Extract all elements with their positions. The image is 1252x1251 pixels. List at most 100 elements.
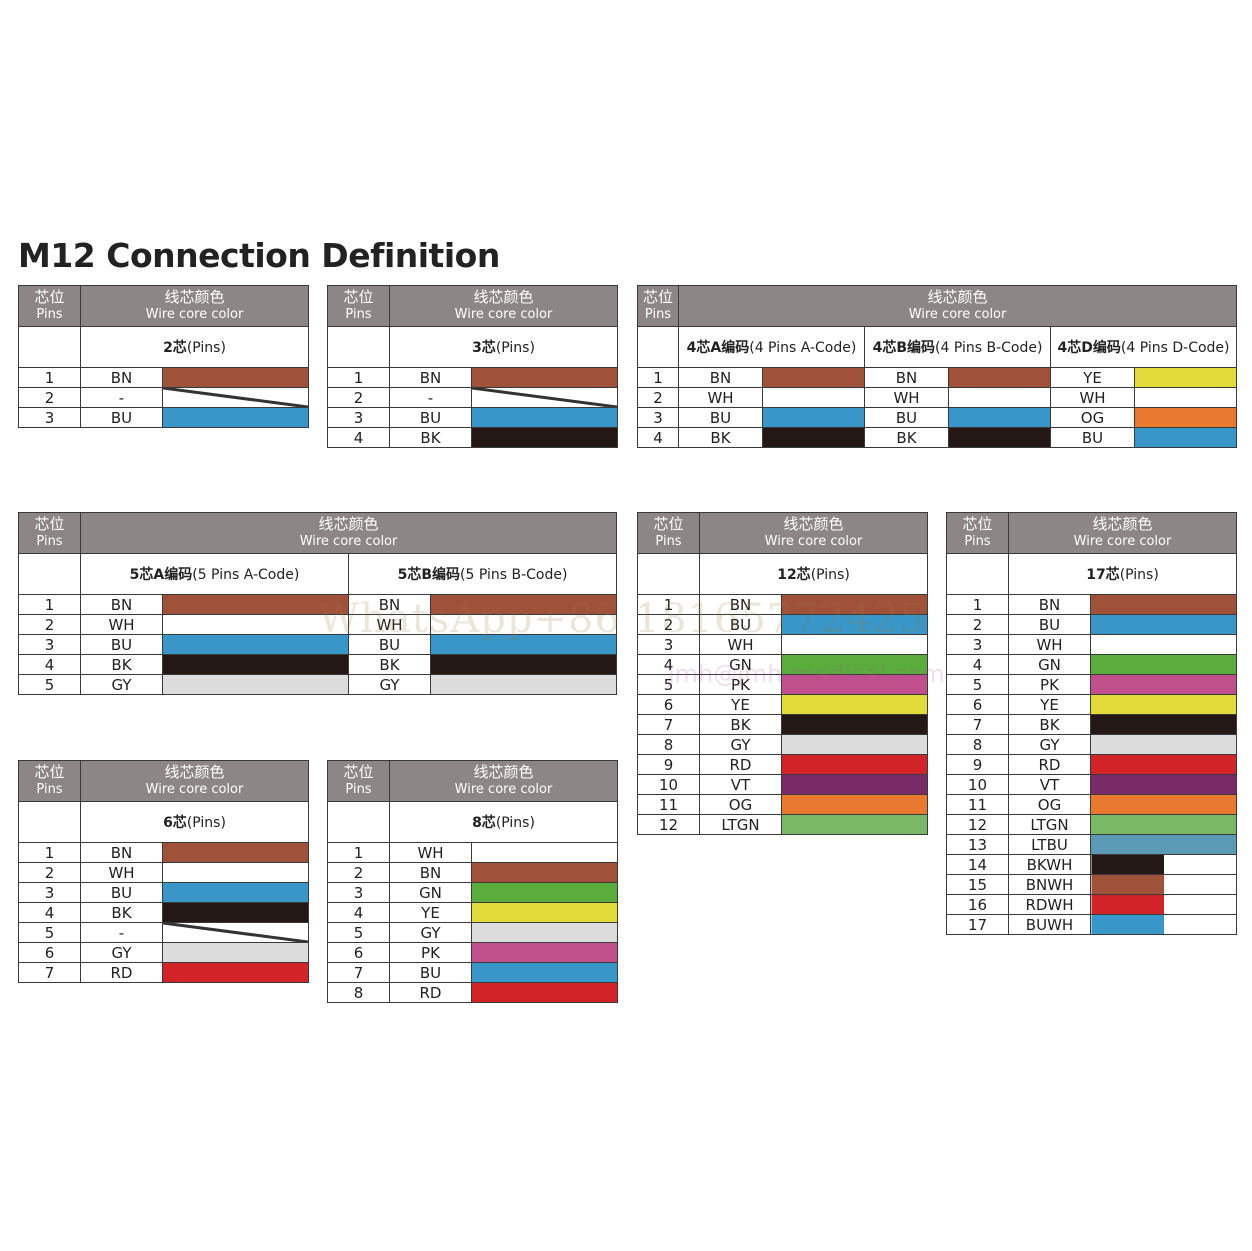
pin-row: 8 GY <box>946 734 1238 755</box>
wire-code: GY <box>348 674 431 695</box>
color-swatch <box>780 634 929 655</box>
wire-color-header-cn: 线芯颜色 <box>1092 515 1153 533</box>
pin-row: 1 BN BN <box>18 594 618 615</box>
color-swatch <box>162 654 349 675</box>
color-swatch <box>1089 594 1238 615</box>
pin-number: 7 <box>327 962 390 983</box>
color-swatch <box>161 367 310 388</box>
pin-number: 15 <box>946 874 1009 895</box>
pin-row: 6 PK <box>327 942 619 963</box>
pin-row: 15 BNWH <box>946 874 1238 895</box>
wire-code: BK <box>80 902 163 923</box>
pin-number: 3 <box>946 634 1009 655</box>
wire-code: BN <box>80 842 163 863</box>
wire-code: BK <box>678 427 763 448</box>
pin-row: 2 BU <box>637 614 929 635</box>
pin-count-cn: 5芯A编码 <box>129 567 193 583</box>
wire-color-header-en: Wire core color <box>299 534 398 549</box>
color-swatch <box>780 694 929 715</box>
color-swatch <box>470 902 619 923</box>
wire-code: GN <box>1008 654 1091 675</box>
color-swatch <box>780 754 929 775</box>
color-swatch <box>429 614 618 635</box>
header-row: 芯位 Pins 线芯颜色 Wire core color <box>637 285 1238 327</box>
color-swatch <box>161 407 310 428</box>
wire-code: BKWH <box>1008 854 1091 875</box>
wire-color-header-cn: 线芯颜色 <box>783 515 844 533</box>
header-row: 芯位 Pins 线芯颜色 Wire core color <box>327 760 619 802</box>
pin-count-cn: 12芯 <box>777 567 811 583</box>
pin-number: 1 <box>18 594 81 615</box>
pin-number: 7 <box>637 714 700 735</box>
pin-count-cn: 4芯A编码 <box>686 340 750 356</box>
wire-color-header: 线芯颜色 Wire core color <box>698 512 929 554</box>
wire-code: PK <box>1008 674 1091 695</box>
wire-color-header-cn: 线芯颜色 <box>318 515 379 533</box>
pin-number: 4 <box>637 427 679 448</box>
wire-code: BU <box>699 614 782 635</box>
pin-row: 7 BK <box>946 714 1238 735</box>
pin-count-en: (Pins) <box>186 815 226 831</box>
wire-code: OG <box>1050 407 1135 428</box>
color-swatch <box>1133 367 1238 388</box>
wire-code: RDWH <box>1008 894 1091 915</box>
pin-row: 4 BK BK <box>18 654 618 675</box>
color-swatch <box>1133 407 1238 428</box>
wire-code: GY <box>80 674 163 695</box>
pin-number: 1 <box>18 842 81 863</box>
pin-row: 7 RD <box>18 962 310 983</box>
empty-cell <box>946 553 1009 595</box>
color-swatch <box>161 862 310 883</box>
pin-number: 1 <box>18 367 81 388</box>
pin-count-label: 4芯D编码(4 Pins D-Code) <box>1049 326 1238 368</box>
pin-row: 9 RD <box>946 754 1238 775</box>
wire-color-header-en: Wire core color <box>454 782 553 797</box>
wire-code: PK <box>699 674 782 695</box>
color-swatch <box>1089 674 1238 695</box>
pins-header: 芯位 Pins <box>946 512 1009 554</box>
pin-count-label: 4芯A编码(4 Pins A-Code) <box>678 326 865 368</box>
wire-code: WH <box>1050 387 1135 408</box>
color-swatch <box>161 922 310 943</box>
color-swatch <box>161 902 310 923</box>
pin-number: 10 <box>637 774 700 795</box>
pin-count-cn: 8芯 <box>472 815 496 831</box>
empty-cell <box>18 326 81 368</box>
pin-number: 5 <box>637 674 700 695</box>
pin-count-row: 8芯(Pins) <box>327 801 619 843</box>
color-swatch <box>780 614 929 635</box>
pin-row: 3 BU BU <box>18 634 618 655</box>
pin-row: 2 WH <box>18 862 310 883</box>
pin-row: 4 GN <box>946 654 1238 675</box>
wire-code: RD <box>1008 754 1091 775</box>
pin-number: 5 <box>18 922 81 943</box>
pin-row: 2- <box>327 387 619 408</box>
header-row: 芯位 Pins 线芯颜色 Wire core color <box>18 512 618 554</box>
pin-count-en: (Pins) <box>186 340 226 356</box>
pins-header-cn: 芯位 <box>653 515 684 533</box>
pins-header-en: Pins <box>36 307 63 322</box>
pin-row: 6 GY <box>18 942 310 963</box>
wire-code: WH <box>348 614 431 635</box>
color-swatch <box>780 654 929 675</box>
wire-code: BU <box>389 962 472 983</box>
pin-number: 12 <box>637 814 700 835</box>
pins-header-cn: 芯位 <box>34 288 65 306</box>
pin-count-label: 17芯(Pins) <box>1007 553 1238 595</box>
pins-header: 芯位 Pins <box>18 512 81 554</box>
color-swatch <box>762 407 865 428</box>
color-swatch <box>470 842 619 863</box>
pin-number: 5 <box>327 922 390 943</box>
color-swatch <box>429 594 618 615</box>
pins-header: 芯位 Pins <box>637 285 679 327</box>
pin-number: 17 <box>946 914 1009 935</box>
pins-header-en: Pins <box>655 534 682 549</box>
pin-number: 14 <box>946 854 1009 875</box>
pin-row: 5 GY <box>327 922 619 943</box>
wire-code: OG <box>699 794 782 815</box>
pin-number: 2 <box>327 862 390 883</box>
wire-color-header-en: Wire core color <box>1073 534 1172 549</box>
wire-code: BU <box>389 407 472 428</box>
wire-code: VT <box>1008 774 1091 795</box>
pin-row: 1 BN BN YE <box>637 367 1238 388</box>
